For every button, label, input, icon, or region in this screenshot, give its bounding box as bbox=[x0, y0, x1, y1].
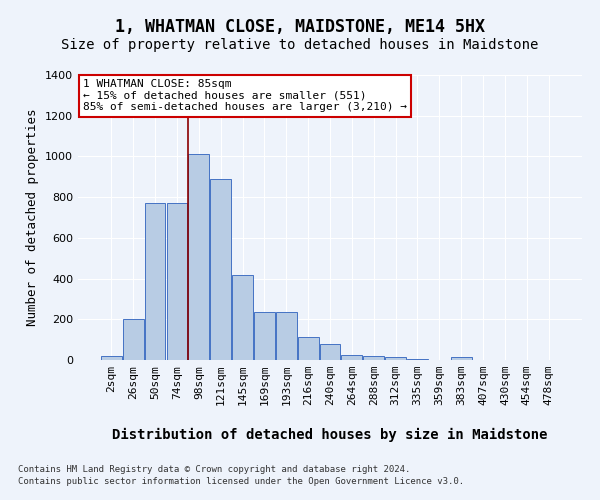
Text: Size of property relative to detached houses in Maidstone: Size of property relative to detached ho… bbox=[61, 38, 539, 52]
Text: 1, WHATMAN CLOSE, MAIDSTONE, ME14 5HX: 1, WHATMAN CLOSE, MAIDSTONE, ME14 5HX bbox=[115, 18, 485, 36]
Bar bbox=[276, 312, 296, 360]
Text: Distribution of detached houses by size in Maidstone: Distribution of detached houses by size … bbox=[112, 428, 548, 442]
Text: Contains public sector information licensed under the Open Government Licence v3: Contains public sector information licen… bbox=[18, 477, 464, 486]
Bar bbox=[298, 336, 319, 360]
Bar bbox=[451, 357, 472, 360]
Bar bbox=[210, 179, 231, 360]
Text: 1 WHATMAN CLOSE: 85sqm
← 15% of detached houses are smaller (551)
85% of semi-de: 1 WHATMAN CLOSE: 85sqm ← 15% of detached… bbox=[83, 80, 407, 112]
Bar bbox=[407, 359, 428, 360]
Y-axis label: Number of detached properties: Number of detached properties bbox=[26, 109, 40, 326]
Bar bbox=[385, 357, 406, 360]
Bar bbox=[101, 356, 122, 360]
Bar bbox=[123, 320, 143, 360]
Bar bbox=[320, 344, 340, 360]
Bar bbox=[188, 154, 209, 360]
Bar bbox=[254, 312, 275, 360]
Bar bbox=[145, 203, 166, 360]
Bar bbox=[341, 355, 362, 360]
Bar bbox=[167, 203, 187, 360]
Text: Contains HM Land Registry data © Crown copyright and database right 2024.: Contains HM Land Registry data © Crown c… bbox=[18, 466, 410, 474]
Bar bbox=[232, 274, 253, 360]
Bar bbox=[364, 356, 384, 360]
